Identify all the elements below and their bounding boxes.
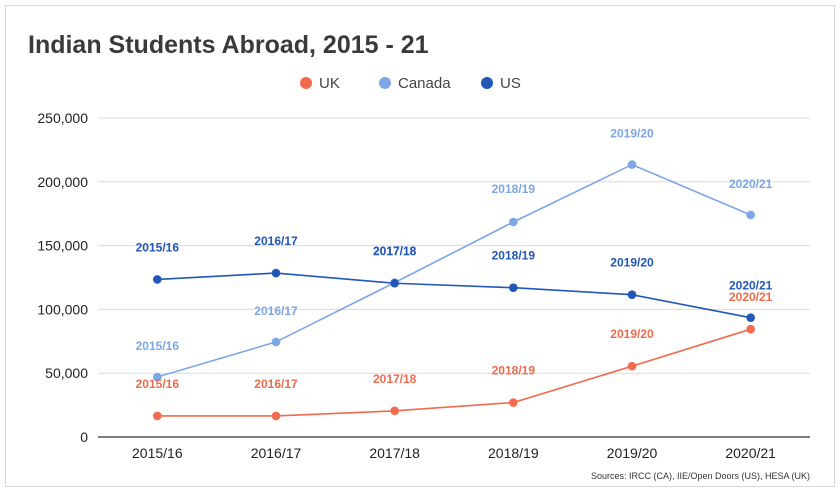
- y-tick-label: 0: [80, 429, 88, 445]
- x-axis-ticks: 2015/16 2016/17 2017/18 2018/19 2019/20 2020/…: [132, 445, 776, 461]
- data-point-uk: [509, 398, 518, 407]
- data-point-us: [746, 313, 755, 322]
- data-label-us: 2016/17: [254, 234, 298, 248]
- gridlines: [98, 117, 810, 438]
- data-point-us: [390, 278, 399, 288]
- data-label-uk: 2019/20: [610, 327, 654, 341]
- data-label-uk: 2015/16: [136, 377, 180, 391]
- series-line-us: [157, 272, 751, 319]
- data-label-canada: 2020/21: [729, 177, 773, 191]
- data-point-us: [271, 268, 281, 278]
- y-tick-label: 250,000: [37, 110, 88, 126]
- legend-label: UK: [319, 75, 340, 92]
- x-tick-label: 2017/18: [369, 445, 420, 461]
- series-line-canada: [157, 163, 751, 378]
- data-label-uk: 2016/17: [254, 377, 298, 391]
- data-labels: 2015/16 2016/17 2017/18 2018/19 2019/20 2020/…: [136, 127, 773, 391]
- x-tick-label: 2018/19: [488, 445, 539, 461]
- data-label-canada: 2019/20: [610, 127, 654, 141]
- y-tick-label: 100,000: [37, 301, 88, 317]
- data-label-us: 2019/20: [610, 256, 654, 270]
- data-point-uk: [271, 411, 281, 421]
- series-lines: [157, 163, 751, 417]
- data-label-canada: 2018/19: [492, 182, 536, 196]
- data-point-uk: [390, 406, 399, 416]
- y-tick-label: 200,000: [37, 174, 88, 190]
- data-label-canada: 2015/16: [136, 339, 180, 353]
- legend-marker: [481, 77, 493, 89]
- chart-title: Indian Students Abroad, 2015 - 21: [28, 31, 429, 59]
- x-tick-label: 2019/20: [607, 445, 658, 461]
- data-point-canada: [746, 210, 755, 220]
- legend: UK Canada US: [300, 75, 521, 92]
- data-point-uk: [153, 411, 162, 421]
- source-note: Sources: IRCC (CA), IIE/Open Doors (US),…: [591, 471, 810, 481]
- x-tick-label: 2016/17: [251, 445, 302, 461]
- data-label-us: 2017/18: [373, 244, 417, 258]
- legend-label: Canada: [398, 75, 451, 92]
- data-label-uk: 2018/19: [492, 364, 536, 378]
- data-point-canada: [509, 217, 518, 227]
- data-label-uk: 2020/21: [729, 290, 773, 304]
- data-point-canada: [271, 337, 281, 347]
- data-label-us: 2020/21: [729, 279, 773, 293]
- data-point-uk: [746, 324, 755, 334]
- data-point-us: [627, 290, 637, 300]
- data-label-us: 2015/16: [136, 240, 180, 254]
- data-point-uk: [627, 361, 637, 371]
- series-line-uk: [157, 328, 751, 417]
- y-tick-label: 50,000: [45, 365, 88, 381]
- data-label-uk: 2017/18: [373, 372, 417, 386]
- data-point-canada: [153, 372, 162, 382]
- data-point-us: [153, 275, 162, 284]
- x-tick-label: 2015/16: [132, 445, 183, 461]
- series-points: [153, 160, 755, 421]
- legend-marker: [300, 77, 312, 89]
- y-axis-ticks: 0 50,000 100,000 150,000 200,000 250,000: [37, 110, 88, 445]
- data-point-canada: [627, 160, 637, 169]
- y-tick-label: 150,000: [37, 238, 88, 254]
- data-label-canada: 2017/18: [373, 245, 417, 259]
- legend-marker: [379, 77, 391, 89]
- data-point-us: [509, 283, 518, 293]
- data-label-canada: 2016/17: [254, 304, 298, 318]
- legend-label: US: [500, 75, 521, 92]
- data-label-us: 2018/19: [492, 249, 536, 263]
- x-tick-label: 2020/21: [725, 445, 776, 461]
